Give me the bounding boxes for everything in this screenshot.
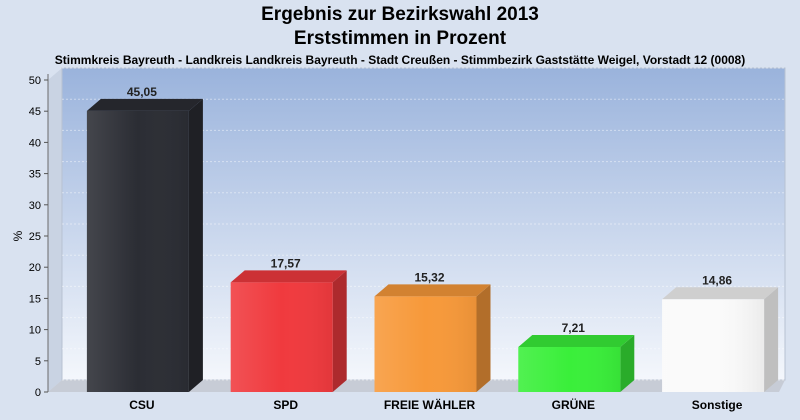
bar-spd <box>230 270 347 392</box>
y-axis-label: % <box>11 230 25 241</box>
bar-top <box>86 98 203 111</box>
bar-side <box>332 270 347 392</box>
data-label: 15,32 <box>414 270 444 284</box>
bar-shine <box>518 347 621 392</box>
y-tick-label: 45 <box>29 106 41 118</box>
x-tick-label: SPD <box>273 398 298 412</box>
bar-sonstige <box>662 287 779 392</box>
bar-gr-ne <box>518 335 635 392</box>
bar-side <box>620 335 635 392</box>
y-tick-label: 0 <box>35 387 41 399</box>
bar-freie-w-hler <box>374 284 491 392</box>
chart-description: Stimmkreis Bayreuth - Landkreis Landkrei… <box>54 53 746 67</box>
y-tick-label: 20 <box>29 262 41 274</box>
bar-side <box>476 284 491 392</box>
y-tick-label: 35 <box>29 169 41 181</box>
bar-top <box>518 335 635 348</box>
y-tick-label: 5 <box>35 356 41 368</box>
x-tick-label: Sonstige <box>692 398 743 412</box>
data-label: 17,57 <box>271 256 301 270</box>
x-tick-label: GRÜNE <box>552 397 595 412</box>
bar-csu <box>86 98 203 392</box>
bar-side <box>764 287 779 392</box>
data-label: 45,05 <box>127 85 157 99</box>
bar-shine <box>374 296 477 392</box>
y-tick-label: 25 <box>29 231 41 243</box>
chart-title: Ergebnis zur Bezirkswahl 2013 <box>261 4 539 25</box>
chart-subtitle: Erststimmen in Prozent <box>293 28 507 49</box>
data-label: 14,86 <box>702 273 732 287</box>
data-label: 7,21 <box>562 321 586 335</box>
bar-shine <box>662 299 765 392</box>
y-tick-label: 10 <box>29 325 41 337</box>
y-tick-label: 30 <box>29 200 41 212</box>
bar-top <box>374 284 491 297</box>
x-tick-label: FREIE WÄHLER <box>384 397 476 412</box>
x-tick-label: CSU <box>129 398 154 412</box>
bar-top <box>662 287 779 300</box>
bar-top <box>230 270 347 283</box>
bar-shine <box>86 110 189 392</box>
y-tick-label: 15 <box>29 293 41 305</box>
y-tick-label: 50 <box>29 75 41 87</box>
bar-shine <box>230 282 333 392</box>
y-tick-label: 40 <box>29 137 41 149</box>
bar-side <box>188 98 203 392</box>
